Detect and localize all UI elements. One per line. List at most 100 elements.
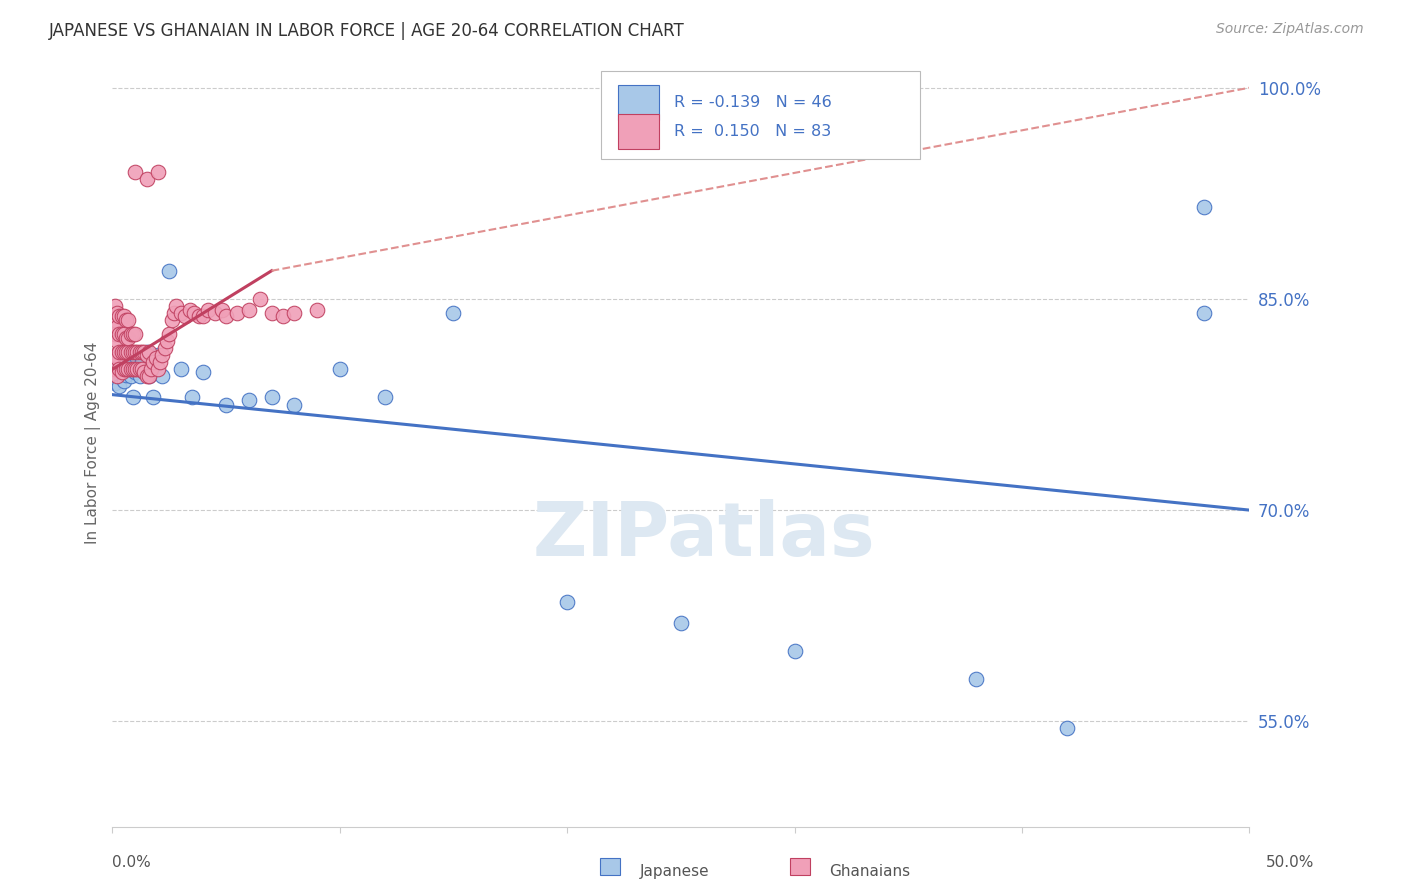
Point [260,306,283,320]
Point [110,345,132,359]
Point [110,365,132,379]
Text: 0.0%: 0.0% [112,855,152,870]
Point [115,351,138,365]
Point [105,320,128,334]
Point [105,348,128,362]
Point [104,348,127,362]
Point [104,376,127,391]
Point [124,365,146,379]
Point [127,351,149,365]
Point [204,306,226,320]
Point [110,309,132,323]
Point [138,345,160,359]
Point [122,391,145,405]
Point [169,306,191,320]
Point [110,365,132,379]
Point [122,362,145,376]
Point [104,327,127,342]
Point [1192,306,1215,320]
Point [183,306,205,320]
Point [555,594,578,608]
Point [135,369,157,384]
Point [112,374,135,388]
Point [152,348,174,362]
Point [160,313,183,327]
Point [197,303,219,318]
Point [1056,721,1078,735]
Point [157,327,180,342]
Point [135,172,157,186]
Point [165,299,187,313]
Point [112,362,135,376]
FancyBboxPatch shape [619,114,659,149]
Point [108,309,131,323]
Point [128,362,150,376]
Point [105,334,128,348]
Point [669,615,692,630]
Point [163,306,186,320]
Point [128,345,150,359]
Point [104,299,127,313]
Point [174,309,197,323]
Point [238,393,260,408]
Point [122,345,145,359]
Point [117,362,139,376]
Point [115,345,138,359]
Bar [790,858,810,876]
Point [153,341,176,355]
Point [146,165,169,179]
Point [146,362,169,376]
Point [138,369,160,384]
Point [115,362,138,376]
Point [215,397,238,411]
Point [120,327,142,342]
Point [135,348,157,362]
Point [169,362,191,376]
Text: Source: ZipAtlas.com: Source: ZipAtlas.com [1216,22,1364,37]
Point [112,309,135,323]
Text: R =  0.150   N = 83: R = 0.150 N = 83 [673,124,831,139]
Point [124,327,146,342]
Point [187,309,209,323]
Point [108,362,131,376]
Point [124,362,146,376]
Point [271,309,294,323]
Point [124,345,146,359]
Point [104,362,127,376]
Point [149,355,172,369]
Point [112,327,135,342]
FancyBboxPatch shape [602,71,920,160]
Point [134,365,156,379]
Point [117,348,139,362]
Y-axis label: In Labor Force | Age 20-64: In Labor Force | Age 20-64 [86,342,101,544]
Text: R = -0.139   N = 46: R = -0.139 N = 46 [673,95,832,110]
Point [215,309,238,323]
Point [131,345,153,359]
Point [131,362,153,376]
Point [105,351,128,365]
Point [120,355,142,369]
Point [1192,201,1215,215]
Point [124,165,146,179]
Point [110,345,132,359]
Point [139,362,162,376]
Point [108,345,131,359]
Point [108,327,131,342]
Point [179,303,201,318]
Text: 50.0%: 50.0% [1267,855,1315,870]
Point [134,345,156,359]
Point [128,369,150,384]
Point [283,306,305,320]
Point [329,362,352,376]
Point [120,362,142,376]
Point [135,345,157,359]
Point [226,306,249,320]
Point [117,331,139,345]
Point [104,362,127,376]
Point [966,672,988,686]
Point [443,306,465,320]
Point [120,369,142,384]
Point [181,391,204,405]
Point [152,369,174,384]
Point [117,313,139,327]
